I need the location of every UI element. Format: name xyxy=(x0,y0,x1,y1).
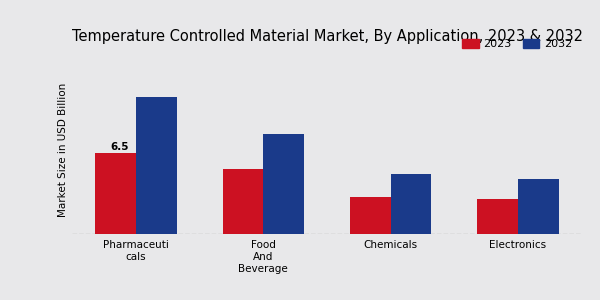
Bar xyxy=(223,169,263,234)
Bar xyxy=(518,179,559,234)
Bar xyxy=(136,97,177,234)
Bar xyxy=(263,134,304,234)
Y-axis label: Market Size in USD Billion: Market Size in USD Billion xyxy=(58,83,68,217)
Text: 6.5: 6.5 xyxy=(110,142,129,152)
Bar xyxy=(391,174,431,234)
Legend: 2023, 2032: 2023, 2032 xyxy=(458,34,577,54)
Bar xyxy=(95,153,136,234)
Bar xyxy=(477,199,518,234)
Bar xyxy=(350,197,391,234)
Text: Temperature Controlled Material Market, By Application, 2023 & 2032: Temperature Controlled Material Market, … xyxy=(72,29,583,44)
